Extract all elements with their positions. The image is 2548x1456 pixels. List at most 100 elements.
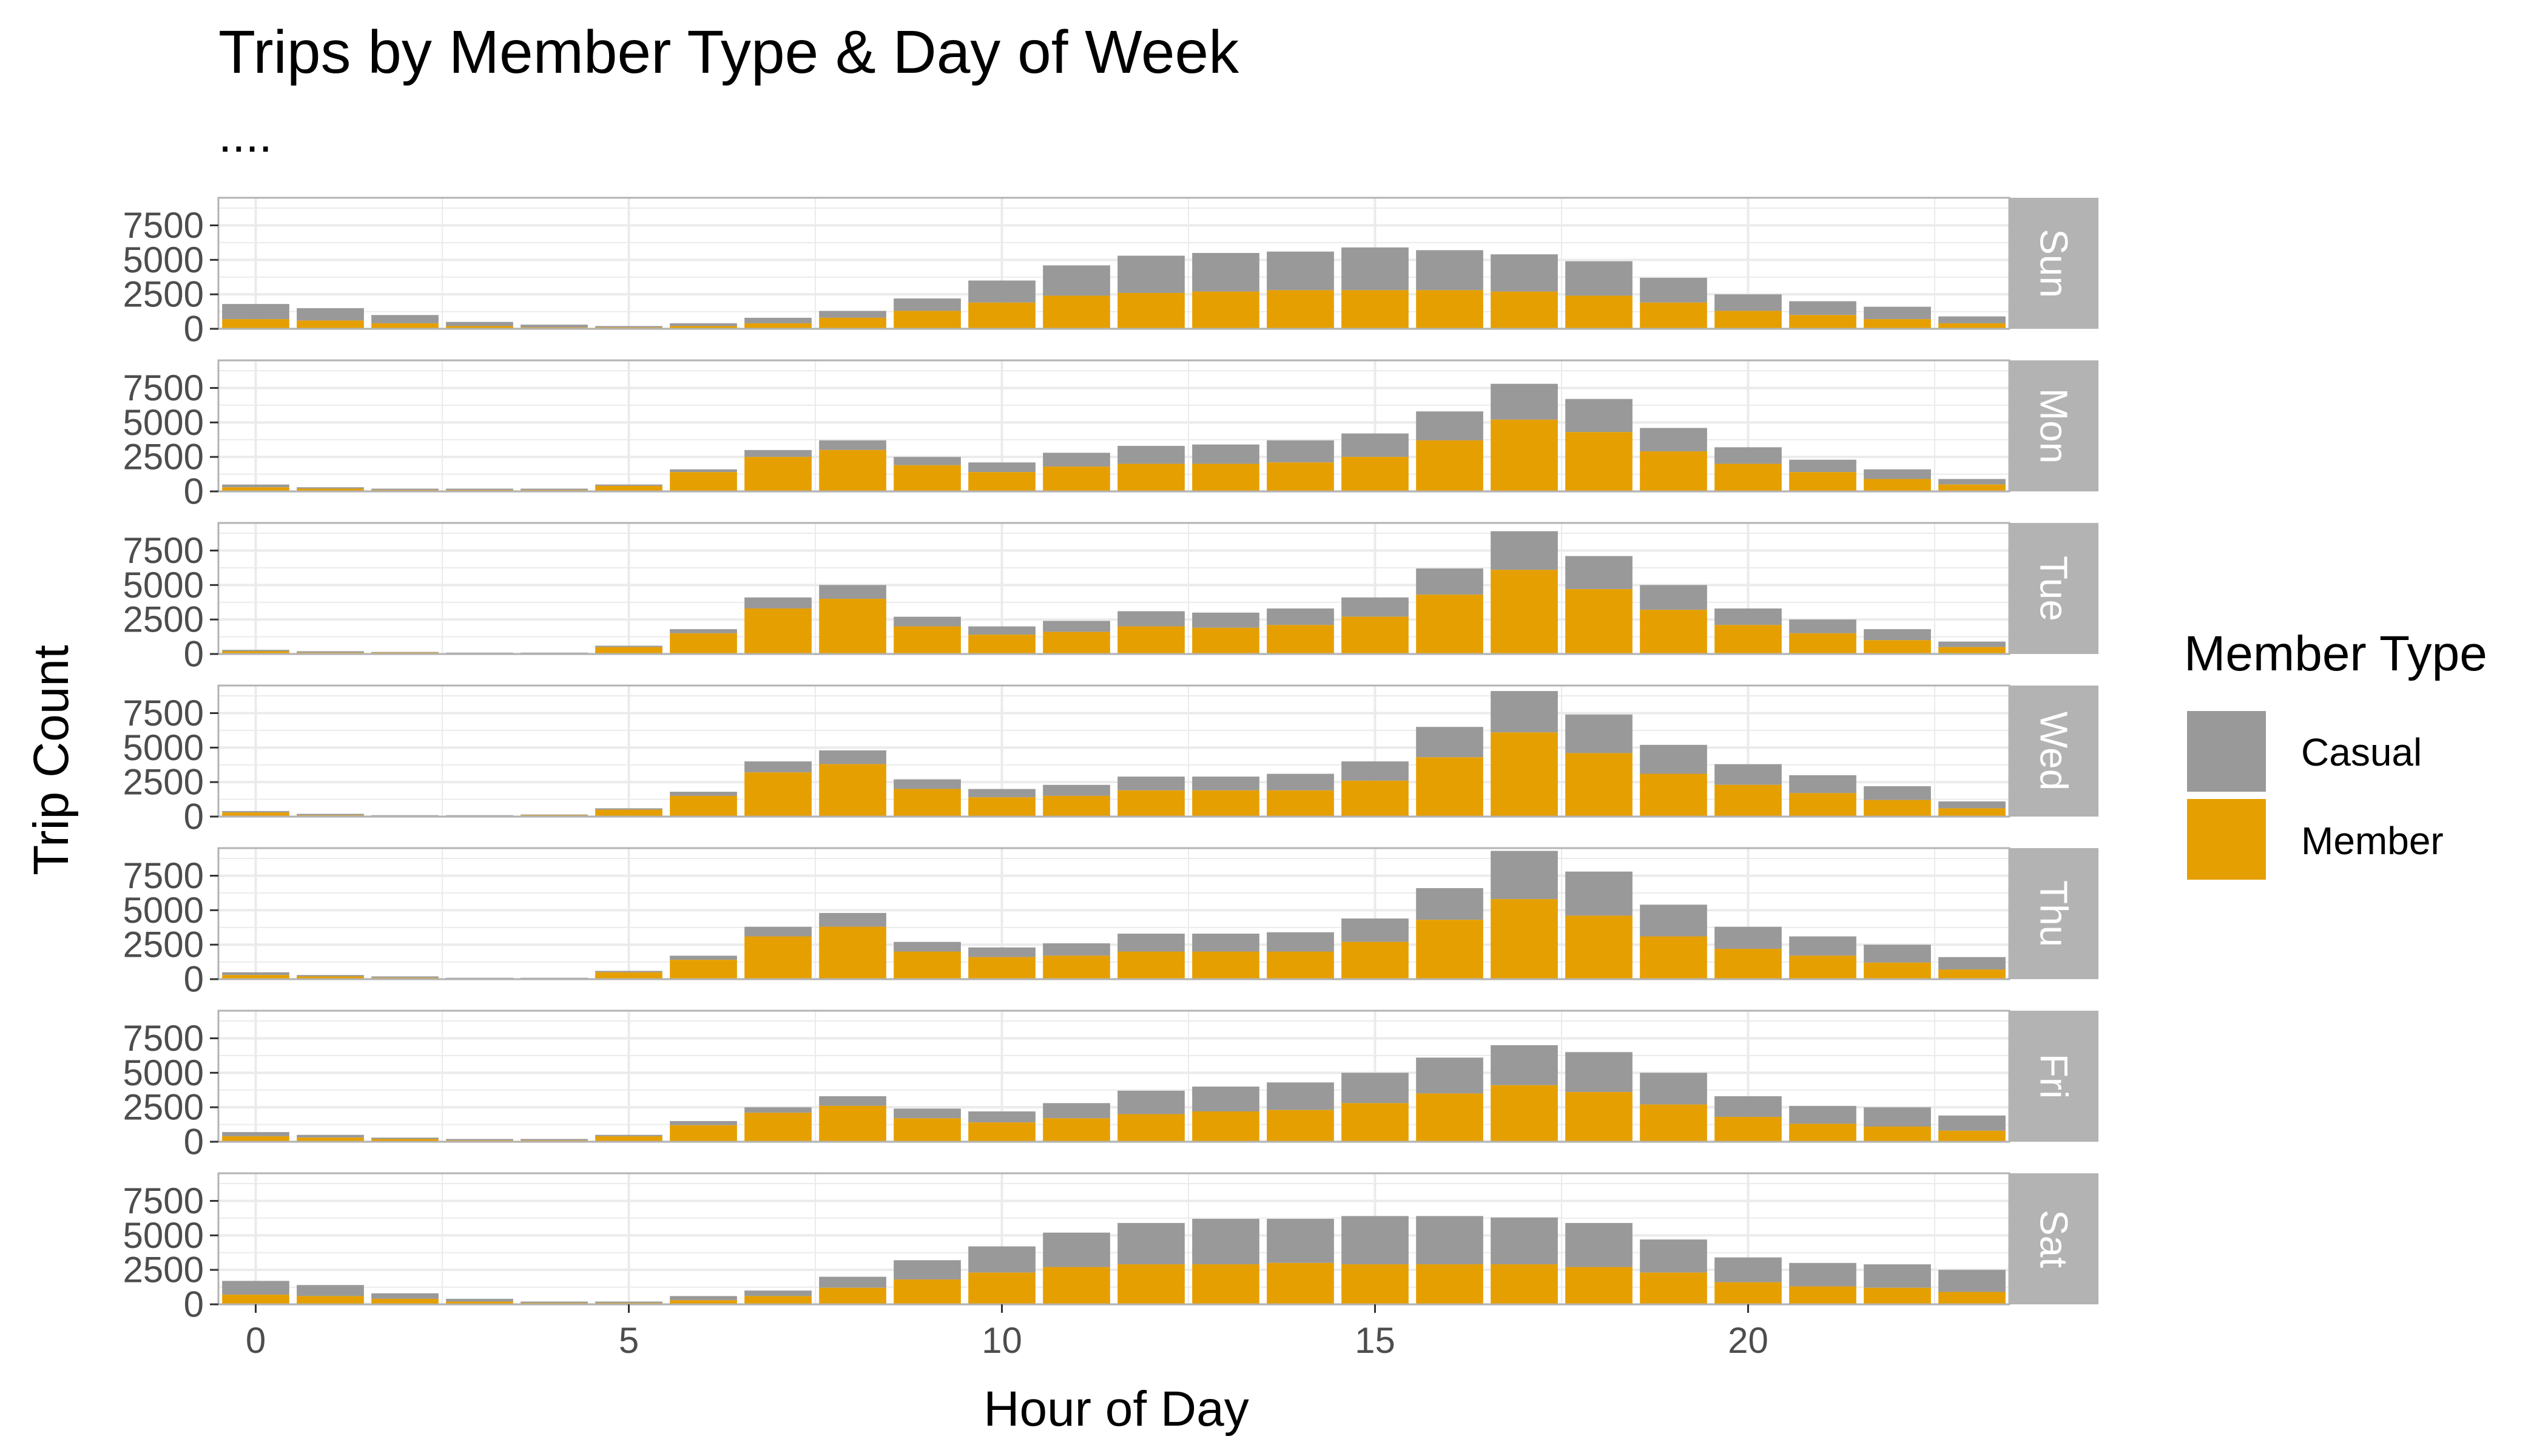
bar-member [1789, 633, 1856, 654]
bar-casual [1640, 1073, 1707, 1105]
bar-member [894, 465, 961, 491]
bar-member [1117, 626, 1185, 654]
bar-member [1938, 484, 2006, 491]
bar-casual [744, 761, 812, 773]
facet-strip-label: Sat [2032, 1210, 2076, 1268]
bar-member [1714, 784, 1782, 817]
bar-casual [968, 947, 1036, 957]
bar-casual [1117, 1222, 1185, 1265]
bar-member [744, 936, 812, 979]
y-tick-label: 5000 [123, 1053, 204, 1093]
bar-member [1043, 1267, 1110, 1304]
bar-casual [1565, 1052, 1633, 1093]
facet-strip [2009, 686, 2098, 817]
bar-member [894, 1279, 961, 1304]
bar-member [222, 1136, 289, 1142]
bar-casual [1043, 1103, 1110, 1119]
bar-member [1117, 790, 1185, 817]
bar-member [819, 317, 886, 329]
y-tick-label: 7500 [123, 1018, 204, 1059]
bar-casual [1565, 261, 1633, 296]
bar-member [222, 1295, 289, 1304]
bar-casual [446, 488, 513, 490]
bar-member [1117, 292, 1185, 329]
bar-member [1714, 625, 1782, 654]
bar-member [744, 772, 812, 817]
bar-member [1565, 432, 1633, 491]
bar-member [670, 326, 737, 329]
y-tick-label: 0 [184, 797, 204, 837]
bar-casual [297, 651, 364, 653]
bar-member [1789, 793, 1856, 817]
bar-casual [521, 325, 588, 328]
bar-casual [1416, 411, 1483, 440]
panel-background [218, 523, 2009, 654]
bar-member [1938, 1292, 2006, 1304]
bar-member [1491, 419, 1558, 491]
bar-member [446, 1301, 513, 1304]
bar-member [744, 1113, 812, 1142]
bar-casual [1789, 1105, 1856, 1124]
bar-casual [819, 1276, 886, 1288]
bar-member [1789, 472, 1856, 491]
bar-casual [670, 629, 737, 633]
bar-casual [595, 1301, 662, 1303]
bar-member [1416, 1093, 1483, 1142]
bar-member [1267, 290, 1334, 329]
bar-casual [1491, 531, 1558, 570]
bar-member [1416, 757, 1483, 817]
bar-casual [1341, 918, 1409, 942]
bar-casual [1192, 1087, 1259, 1111]
bar-member [1640, 936, 1707, 979]
bar-member [1043, 795, 1110, 817]
bar-casual [222, 972, 289, 976]
bar-member [1267, 1262, 1334, 1304]
bar-member [1192, 1111, 1259, 1142]
y-tick-label: 7500 [123, 855, 204, 896]
y-tick-label: 5000 [123, 1215, 204, 1256]
bar-member [1267, 951, 1334, 979]
legend-swatch-member [2187, 799, 2266, 880]
bar-casual [744, 317, 812, 323]
bar-member [1491, 1085, 1558, 1142]
bar-member [1491, 291, 1558, 329]
bar-member [297, 488, 364, 491]
bar-casual [1640, 277, 1707, 303]
bar-casual [371, 976, 439, 978]
bar-member [1192, 463, 1259, 491]
bar-casual [521, 1139, 588, 1141]
bar-casual [1192, 612, 1259, 628]
bar-casual [1714, 926, 1782, 949]
bar-member [1341, 616, 1409, 654]
bar-casual [1565, 871, 1633, 916]
bar-member [1640, 1272, 1707, 1304]
bar-casual [1192, 777, 1259, 790]
bar-casual [1714, 1257, 1782, 1282]
bar-member [1117, 1114, 1185, 1142]
bar-member [894, 626, 961, 654]
bar-member [968, 302, 1036, 329]
bar-casual [371, 1293, 439, 1299]
bar-casual [1714, 764, 1782, 785]
bar-member [297, 1296, 364, 1304]
bar-casual [968, 1246, 1036, 1273]
bar-casual [1117, 933, 1185, 952]
bar-casual [446, 1139, 513, 1141]
bar-casual [1938, 641, 2006, 647]
bar-casual [1491, 691, 1558, 733]
bar-member [968, 1272, 1036, 1304]
x-axis-title: Hour of Day [983, 1381, 1249, 1437]
bar-casual [1789, 619, 1856, 633]
bar-member [1416, 920, 1483, 979]
bar-casual [1491, 254, 1558, 292]
bar-casual [1341, 597, 1409, 617]
bar-casual [819, 912, 886, 927]
bar-member [222, 812, 289, 817]
bar-casual [222, 1132, 289, 1136]
panel-background [218, 198, 2009, 329]
bar-member [1341, 942, 1409, 979]
bar-casual [1938, 1270, 2006, 1292]
